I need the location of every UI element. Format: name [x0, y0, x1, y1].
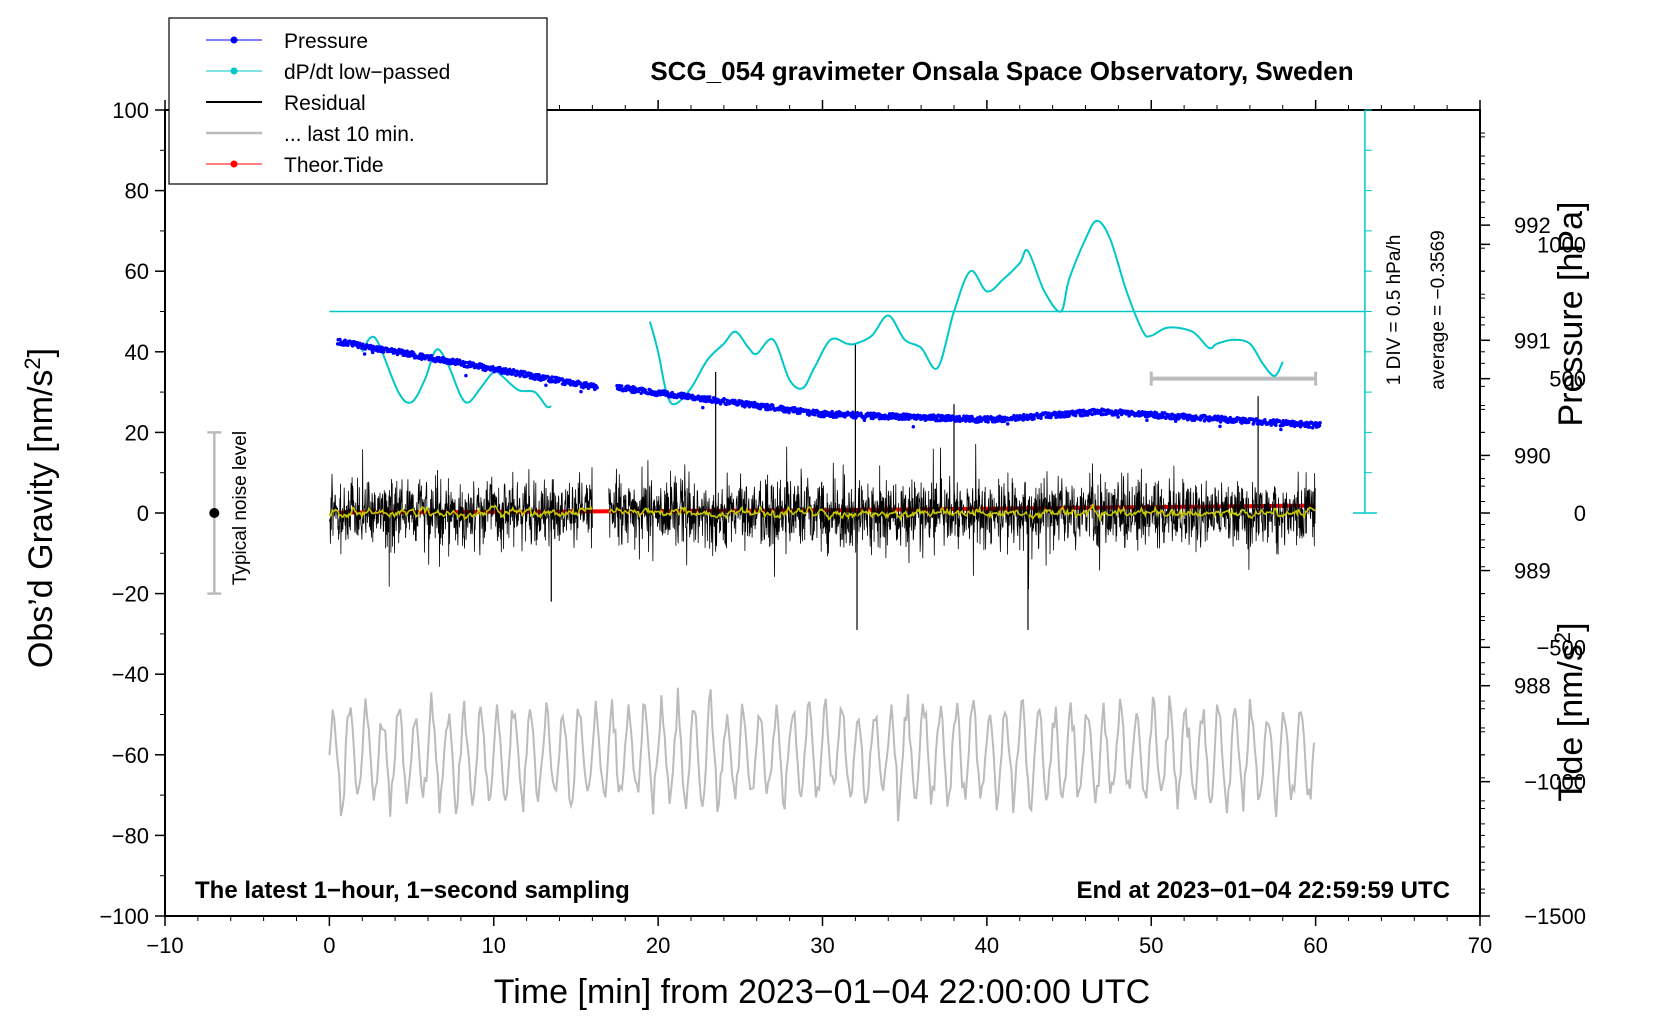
tide-title-end: ]	[1552, 622, 1590, 631]
last10-line	[328, 687, 1315, 822]
legend-item-last10: ... last 10 min.	[206, 123, 415, 146]
legend-label-dpdt: dP/dt low−passed	[284, 61, 450, 84]
y-axis-left-title: Obs’d Gravity [nm/s2]	[20, 348, 61, 668]
y-left-tick-label: 100	[112, 98, 149, 123]
pressure-series	[335, 337, 1322, 432]
legend-marker-pressure	[230, 36, 238, 44]
y-left-tick-label: −40	[112, 662, 149, 687]
pressure-tick-label: 989	[1514, 559, 1551, 584]
tide-title-sup: 2	[1550, 632, 1575, 644]
chart-title: SCG_054 gravimeter Onsala Space Observat…	[650, 56, 1353, 86]
dpdt-average-label: average = −0.3569	[1428, 230, 1449, 390]
y-left-tick-label: 80	[125, 179, 149, 204]
noise-bar-center-dot	[209, 508, 220, 518]
y-left-tick-label: 0	[137, 501, 149, 526]
y-axis-tide-title: Tide [nm/s2]	[1550, 622, 1591, 801]
tide-tick-label: −1500	[1524, 904, 1586, 929]
legend-label-residual: Residual	[284, 92, 366, 115]
legend-item-residual: Residual	[206, 92, 366, 115]
y-left-tick-label: 60	[125, 259, 149, 284]
y-left-tick-label: −80	[112, 823, 149, 848]
pressure-tick-label: 990	[1514, 443, 1551, 468]
residual-line	[329, 449, 593, 587]
x-axis-title: Time [min] from 2023−01−04 22:00:00 UTC	[494, 973, 1150, 1011]
dpdt-series	[329, 109, 1377, 514]
x-tick-label: 70	[1468, 933, 1492, 958]
pressure-tick-label: 992	[1514, 213, 1551, 238]
y-left-tick-label: 20	[125, 420, 149, 445]
y-left-tick-label: −100	[99, 904, 149, 929]
y-left-title-sup: 2	[20, 357, 45, 369]
legend-label-pressure: Pressure	[284, 30, 368, 53]
x-tick-label: 30	[810, 933, 834, 958]
pressure-points	[335, 337, 599, 394]
x-tick-label: −10	[146, 933, 183, 958]
tide-tick-label: 500	[1549, 367, 1586, 392]
pressure-tick-label: 991	[1514, 328, 1551, 353]
dpdt-scale-label: 1 DIV = 0.5 hPa/h	[1384, 235, 1405, 386]
noise-level-label: Typical noise level	[230, 431, 251, 585]
y-axis-pressure: 988 989 990 991 992	[1480, 132, 1551, 894]
y-left-tick-label: −60	[112, 743, 149, 768]
residual-series	[328, 343, 1316, 630]
tide-tick-label: −500	[1536, 635, 1586, 660]
smoothed-residual-line	[608, 503, 1316, 523]
legend-item-pressure: Pressure	[206, 30, 368, 53]
tide-title-main: Tide [nm/s	[1552, 644, 1590, 801]
legend-label-last10: ... last 10 min.	[284, 123, 415, 146]
x-tick-label: 50	[1139, 933, 1163, 958]
legend-label-tide: Theor.Tide	[284, 154, 384, 177]
last-10-min-series	[328, 371, 1318, 822]
x-tick-label: 60	[1303, 933, 1327, 958]
x-tick-label: 0	[323, 933, 335, 958]
x-axis: −10 0 10 20 30 40 50 60 70	[146, 100, 1492, 958]
pressure-points	[615, 383, 1322, 432]
plot-decorations	[207, 431, 222, 595]
x-tick-label: 10	[482, 933, 506, 958]
tide-tick-label: 1000	[1537, 232, 1586, 257]
legend-item-dpdt: dP/dt low−passed	[206, 61, 450, 84]
x-tick-label: 40	[975, 933, 999, 958]
y-left-tick-label: 40	[125, 340, 149, 365]
smoothed-residual-line	[328, 504, 593, 522]
y-left-title-end: ]	[22, 348, 60, 357]
y-left-title-main: Obs’d Gravity [nm/s	[22, 370, 60, 669]
y-left-tick-label: −20	[112, 582, 149, 607]
pressure-tick-label: 988	[1514, 674, 1551, 699]
legend: Pressure dP/dt low−passed Residual ... l…	[168, 17, 548, 185]
legend-marker-dpdt	[230, 67, 238, 75]
plot-area	[164, 109, 1481, 917]
dpdt-line	[361, 335, 552, 409]
bottom-right-note: End at 2023−01−04 22:59:59 UTC	[1076, 877, 1450, 904]
y-axis-left: 100 80 60 40 20 0 −20 −40 −60 −80 −100	[99, 98, 165, 929]
legend-marker-tide	[230, 160, 238, 168]
x-tick-label: 20	[646, 933, 670, 958]
y-axis-pressure-title: Pressure [hPa]	[1552, 202, 1590, 427]
dpdt-line	[648, 219, 1284, 406]
y-axis-tide: 1000 500 0 −500 −1000 −1500	[1480, 136, 1586, 929]
legend-item-tide: Theor.Tide	[206, 154, 384, 177]
tide-tick-label: 0	[1574, 501, 1586, 526]
tide-tick-label: −1000	[1524, 770, 1586, 795]
bottom-left-note: The latest 1−hour, 1−second sampling	[195, 877, 630, 904]
